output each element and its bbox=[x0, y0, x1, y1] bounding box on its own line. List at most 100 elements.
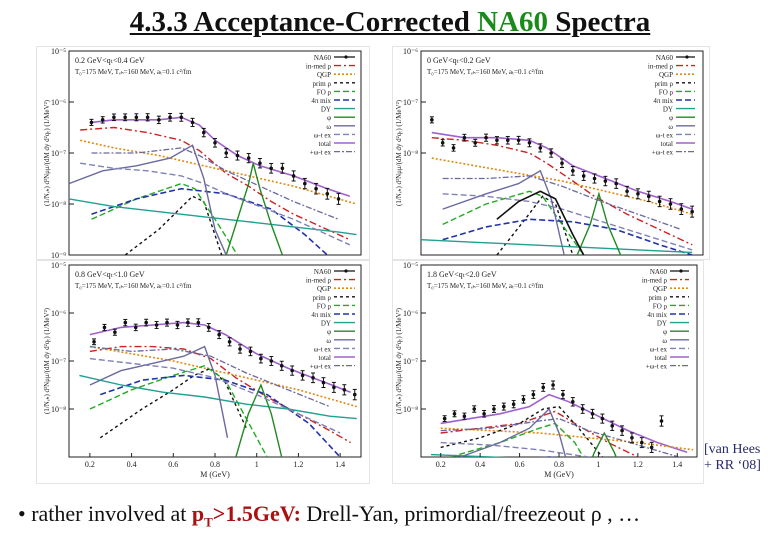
panel-title: 0.8 GeV<qₜ<1.0 GeV bbox=[75, 270, 145, 279]
spectrum-chart-1: 10⁻⁵ 10⁻⁶ 10⁻⁷ 10⁻⁸ 10⁻⁹ (1/Nₑₕ) d³Nμμ/(dM dy… bbox=[43, 47, 362, 259]
data-point bbox=[492, 407, 496, 411]
data-point bbox=[502, 404, 506, 409]
y-tick-label: 10⁻⁸ bbox=[51, 200, 66, 209]
data-point bbox=[482, 412, 486, 416]
data-point bbox=[217, 332, 221, 337]
spectrum-panel-0-0.2: 10⁻⁶ 10⁻⁷ 10⁻⁸ (1/Nₑₕ) d³Nμμ/(dM dy d²qₜ) (… bbox=[392, 46, 710, 260]
y-axis-label: (1/Nₑₕ) d³Nμμ/(dM dy d²qₜ) (1/MeV²) bbox=[43, 99, 51, 206]
data-point bbox=[690, 209, 694, 214]
curve-DY bbox=[421, 239, 693, 254]
y-tick-label: 10⁻⁸ bbox=[51, 405, 66, 414]
data-point bbox=[462, 135, 467, 140]
data-point bbox=[531, 392, 536, 397]
x-tick-label: 0.8 bbox=[210, 460, 220, 469]
data-point bbox=[290, 368, 294, 373]
data-point bbox=[342, 388, 347, 392]
y-tick-label: 10⁻⁷ bbox=[51, 149, 66, 158]
curve-prim-ρ bbox=[99, 367, 247, 439]
data-point bbox=[168, 115, 172, 120]
y-axis-label: (1/Nₑₕ) d³Nμμ/(dM dy d²qₜ) (1/MeV²) bbox=[395, 307, 403, 414]
legend-label: ω bbox=[326, 123, 331, 131]
curve-φ bbox=[591, 431, 617, 457]
plot-area bbox=[421, 116, 695, 255]
data-point bbox=[336, 197, 341, 201]
x-tick-label: 1 bbox=[255, 460, 259, 469]
data-point bbox=[640, 440, 644, 445]
data-point bbox=[659, 419, 664, 423]
curve-ω-t-ex bbox=[440, 441, 593, 457]
data-point bbox=[235, 153, 240, 158]
data-point bbox=[549, 151, 553, 155]
data-point bbox=[679, 207, 684, 211]
data-point bbox=[100, 118, 105, 122]
data-point bbox=[154, 323, 159, 327]
data-point bbox=[630, 436, 634, 440]
panel-title: 0 GeV<qₜ<0.2 GeV bbox=[427, 56, 491, 65]
data-point bbox=[603, 179, 608, 183]
legend-label: ω bbox=[326, 337, 331, 345]
x-tick-label: 0.6 bbox=[515, 460, 525, 469]
data-point bbox=[473, 141, 478, 145]
data-point bbox=[112, 115, 116, 120]
curve-DY bbox=[79, 374, 357, 420]
curve-ω-t-ex bbox=[442, 193, 693, 251]
data-point bbox=[279, 364, 284, 368]
spectrum-chart-4: 10⁻⁵ 10⁻⁶ 10⁻⁷ 10⁻⁸ 0.2 0.4 0.6 0.8 1 1.2 1.4 M (Ge… bbox=[395, 261, 698, 479]
curve-total bbox=[89, 321, 351, 393]
data-point bbox=[561, 392, 565, 397]
legend-label: total bbox=[319, 140, 331, 148]
y-tick-label: 10⁻⁶ bbox=[403, 47, 418, 56]
legend-label: prim ρ bbox=[313, 294, 332, 302]
data-point bbox=[89, 120, 94, 125]
data-point bbox=[668, 202, 673, 206]
spectrum-chart-3: 10⁻⁵ 10⁻⁶ 10⁻⁷ 10⁻⁸ 0.2 0.4 0.6 0.8 1 1.2 1.4 M (Ge… bbox=[43, 261, 362, 479]
curve-4π-mix bbox=[442, 218, 693, 255]
curve-FO-ρ bbox=[91, 182, 239, 255]
spectrum-panel-1.8-2.0: 10⁻⁵ 10⁻⁶ 10⁻⁷ 10⁻⁸ 0.2 0.4 0.6 0.8 1 1.2 1.4 M (Ge… bbox=[392, 260, 704, 484]
x-tick-label: 0.4 bbox=[475, 460, 485, 469]
y-axis-label: (1/Nₑₕ) d³Nμμ/(dM dy d²qₜ) (1/MeV²) bbox=[43, 307, 51, 414]
spectrum-chart-2: 10⁻⁶ 10⁻⁷ 10⁻⁸(1/Nₑₕ) d³Nμμ/(dM dy d²qₜ) (… bbox=[395, 47, 704, 256]
curve-4π-mix bbox=[91, 187, 328, 255]
legend-label: NA60 bbox=[314, 54, 332, 62]
data-point bbox=[134, 115, 139, 120]
legend-label: 4π mix bbox=[647, 311, 667, 319]
legend-label: in-med ρ bbox=[648, 63, 674, 71]
y-tick-label: 10⁻⁶ bbox=[51, 309, 66, 318]
data-point bbox=[592, 176, 597, 181]
data-point bbox=[190, 120, 195, 125]
plot-area bbox=[430, 380, 694, 457]
panel-params: T₀=175 MeV, Tₑₕ=160 MeV, aₜ=0.1 c²/fm bbox=[427, 282, 544, 290]
x-tick-label: 0.2 bbox=[436, 460, 446, 469]
data-point bbox=[291, 174, 296, 178]
data-point bbox=[201, 130, 206, 135]
curve-+ω-t-ex bbox=[89, 345, 330, 408]
y-tick-label: 10⁻⁵ bbox=[403, 261, 418, 270]
y-tick-label: 10⁻⁸ bbox=[403, 149, 418, 158]
plot-area bbox=[79, 318, 358, 457]
data-point bbox=[332, 385, 336, 390]
y-tick-label: 10⁻⁵ bbox=[51, 261, 66, 270]
legend-label: prim ρ bbox=[649, 294, 668, 302]
curve-in-med-ρ bbox=[431, 137, 693, 246]
data-point bbox=[430, 118, 434, 122]
data-point bbox=[560, 161, 564, 165]
data-point bbox=[206, 325, 211, 330]
data-point bbox=[571, 400, 575, 404]
curve-in-med-ρ bbox=[80, 126, 351, 241]
legend-label: NA60 bbox=[650, 268, 668, 276]
legend-label: in-med ρ bbox=[306, 63, 332, 71]
legend-label: φ bbox=[327, 114, 331, 122]
x-tick-label: 0.6 bbox=[168, 460, 178, 469]
data-point bbox=[280, 166, 285, 171]
legend-label: +ω-t ex bbox=[310, 149, 332, 157]
legend-label: +ω-t ex bbox=[310, 363, 332, 371]
legend-label: 4π mix bbox=[311, 311, 331, 319]
legend-label: total bbox=[655, 354, 667, 362]
curve-prim-ρ bbox=[124, 195, 223, 255]
data-point bbox=[649, 445, 654, 450]
data-point bbox=[269, 359, 274, 363]
curve-φ bbox=[235, 383, 283, 457]
panel-params: T₀=175 MeV, Tₑₕ=160 MeV, aₜ=0.1 c²/fm bbox=[75, 282, 192, 290]
legend-label: DY bbox=[321, 106, 331, 114]
